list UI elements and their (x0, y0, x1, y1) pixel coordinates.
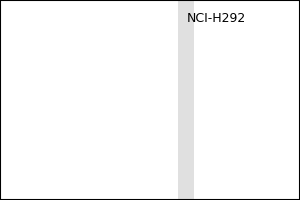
Text: NCI-H292: NCI-H292 (186, 12, 246, 25)
Bar (178, 0, 194, 200)
